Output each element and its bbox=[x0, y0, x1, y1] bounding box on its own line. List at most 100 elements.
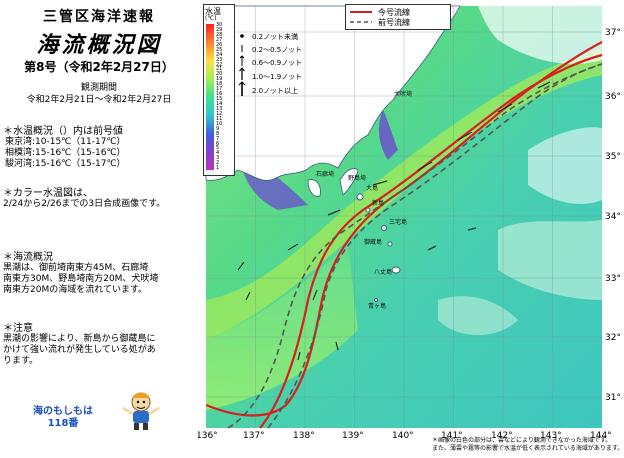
temp-scale-value: 10 bbox=[216, 120, 223, 127]
caution-line: ります。 bbox=[3, 356, 39, 366]
map-title: 海流概況図 bbox=[36, 33, 162, 58]
temp-line: 相模湾:15-16℃（15-16℃） bbox=[5, 148, 126, 158]
temp-scale-value: 27 bbox=[216, 36, 223, 43]
info-panel: 三管区海洋速報 海流概況図 第8号（令和2年2月27日） 観測期間 令和2年2月… bbox=[0, 0, 198, 458]
temp-scale-value: 7 bbox=[216, 135, 220, 142]
current-line: 南東方20Mの海域を流れています。 bbox=[3, 285, 148, 295]
temp-scale-value: 3 bbox=[216, 155, 220, 162]
speed-legend: 0.2ノット未満 0.2～0.5ノット 0.6～0.9ノット 1.0～1.9ノッ… bbox=[236, 30, 316, 100]
temp-scale-value: 18 bbox=[216, 81, 223, 88]
temp-line: 駿河湾:15-16℃（15-17℃） bbox=[5, 159, 126, 169]
island-oshima bbox=[356, 193, 364, 201]
ocean-map-svg: 136° 137° 138° 139° 140° 141° 142° 143° … bbox=[198, 5, 621, 441]
temp-scale-value: 4 bbox=[216, 150, 220, 157]
island-mikura bbox=[387, 241, 393, 247]
temp-scale-value: 30 bbox=[216, 22, 223, 28]
speed-label: 0.2ノット未満 bbox=[252, 33, 298, 41]
island-hachijo bbox=[391, 266, 401, 274]
color-heading: ＊カラー水温図は、 bbox=[3, 188, 93, 199]
label-niijima: 新島 bbox=[372, 199, 384, 207]
temp-section: ＊水温概況（）内は前号値 東京湾:10-15℃（11-17℃） 相模湾:15-1… bbox=[3, 126, 126, 170]
temp-scale: 水温 (℃) 30 2 9 28 27 26 25 24 23 22 21 20 19 18 17 16 1 5 1… bbox=[203, 4, 235, 176]
label-aogashima: 青ヶ島 bbox=[368, 302, 386, 310]
temp-scale-value: 6 bbox=[216, 140, 220, 147]
speed-label: 0.2～0.5ノット bbox=[252, 46, 303, 54]
lon-tick: 136° bbox=[198, 431, 218, 441]
temp-scale-value: 24 bbox=[216, 51, 223, 58]
lon-tick: 144° bbox=[590, 431, 612, 441]
temp-colorbar bbox=[206, 24, 214, 170]
current-line: 南東方30M、野島埼南方20M、犬吠埼 bbox=[3, 274, 159, 284]
lat-tick: 32° bbox=[605, 333, 621, 343]
temp-scale-value: 16 bbox=[216, 91, 223, 98]
cloud-patch bbox=[478, 6, 602, 64]
temp-scale-value: 19 bbox=[216, 76, 223, 83]
label-miyake: 三宅島 bbox=[389, 218, 407, 226]
lat-tick: 37° bbox=[605, 28, 621, 38]
lon-tick: 140° bbox=[392, 431, 414, 441]
caution-section: ＊注意 黒潮の影響により、新島から御蔵島に かけて強い流れが発生している処があ … bbox=[3, 323, 156, 367]
temp-scale-value: 17 bbox=[216, 86, 223, 93]
lat-tick: 33° bbox=[605, 274, 621, 284]
temp-scale-labels: 30 29 28 27 26 25 24 23 22 21 20 19 18 17 16 15 14 13 12 11… bbox=[216, 23, 232, 171]
kuroshio-current-path bbox=[259, 53, 603, 429]
label-nojima: 野島埼 bbox=[348, 174, 366, 182]
footnote: ＊画像の白色の部分は、雲などにより観測できなかった海域です。 また、薄雲や霧等の… bbox=[432, 437, 623, 453]
label-ishiro: 石廊埼 bbox=[316, 170, 334, 178]
issue-number: 第8号（令和2年2月27日） bbox=[24, 60, 174, 74]
lat-tick: 34° bbox=[605, 212, 621, 222]
izu-peninsula bbox=[307, 179, 321, 197]
org-title: 三管区海洋速報 bbox=[43, 9, 155, 25]
temp-scale-value: 5 bbox=[216, 145, 220, 152]
temp-scale-value: 12 bbox=[216, 110, 223, 117]
current-section: ＊海流概況 黒潮は、御前埼南東方45M、石廊埼 南東方30M、野島埼南方20M、… bbox=[3, 252, 158, 296]
arrow-icons bbox=[238, 34, 246, 96]
temp-scale-value: 20 bbox=[216, 71, 223, 78]
temp-line: 東京湾:10-15℃（11-17℃） bbox=[5, 137, 126, 147]
temp-scale-value: 21 bbox=[216, 66, 223, 73]
japan-mainland bbox=[205, 5, 461, 181]
temp-scale-value: 28 bbox=[216, 31, 223, 38]
color-section: ＊カラー水温図は、 2/24から2/26までの3日合成画像です。 bbox=[3, 188, 165, 210]
place-labels: 石廊埼 野島埼 犬吠埼 大島 新島 三宅島 御蔵島 八丈島 青ヶ島 bbox=[316, 90, 412, 310]
lat-tick: 36° bbox=[605, 92, 621, 102]
lat-axis: 37° 36° 35° 34° 33° 32° 31° bbox=[605, 28, 621, 403]
island-miyake bbox=[381, 225, 387, 231]
kuroshio-previous-path bbox=[227, 63, 603, 429]
temp-scale-value: 22 bbox=[216, 61, 223, 68]
cloud-patch bbox=[498, 220, 602, 300]
mascot-line1: 海のもしもは bbox=[33, 406, 93, 417]
caution-heading: ＊注意 bbox=[3, 323, 33, 334]
island-aogashima bbox=[373, 297, 379, 303]
lon-tick: 138° bbox=[293, 431, 315, 441]
speed-label: 0.6～0.9ノット bbox=[252, 59, 303, 67]
temp-scale-value: 23 bbox=[216, 56, 223, 63]
observation-period: 令和2年2月21日～令和2年2月27日 bbox=[26, 95, 172, 105]
temp-scale-value: 14 bbox=[216, 101, 223, 107]
lon-tick: 137° bbox=[243, 431, 265, 441]
temp-scale-value: 26 bbox=[216, 41, 223, 48]
lon-axis: 136° 137° 138° 139° 140° 141° 142° 143° … bbox=[198, 431, 612, 441]
cloud-patch bbox=[438, 296, 518, 335]
footnote-line: ＊画像の白色の部分は、雲などにより観測できなかった海域です。 bbox=[432, 437, 612, 444]
temp-scale-value: 2 bbox=[216, 160, 220, 167]
temp-scale-value: 11 bbox=[216, 115, 223, 122]
temp-scale-unit: (℃) bbox=[205, 15, 217, 22]
caution-line: 黒潮の影響により、新島から御蔵島に bbox=[3, 334, 156, 344]
lat-tick: 31° bbox=[605, 393, 621, 403]
kuroshio-current-path bbox=[205, 41, 603, 417]
boso-peninsula bbox=[339, 168, 359, 196]
temp-scale-value: 1 bbox=[216, 165, 220, 172]
current-heading: ＊海流概況 bbox=[3, 252, 53, 263]
temp-scale-value: 9 bbox=[216, 125, 220, 132]
mascot-line2: 118番 bbox=[47, 418, 79, 429]
ocean-map: 136° 137° 138° 139° 140° 141° 142° 143° … bbox=[198, 0, 624, 458]
kuroshio-previous-path bbox=[267, 63, 603, 429]
lon-tick: 142° bbox=[491, 431, 513, 441]
temp-scale-title: 水温 bbox=[205, 7, 221, 16]
speed-label: 2.0ノット以上 bbox=[252, 87, 298, 95]
temp-scale-value: 25 bbox=[216, 46, 223, 53]
lon-tick: 143° bbox=[540, 431, 562, 441]
speed-label: 1.0～1.9ノット bbox=[252, 73, 303, 81]
cold-coastal-water bbox=[378, 110, 398, 160]
